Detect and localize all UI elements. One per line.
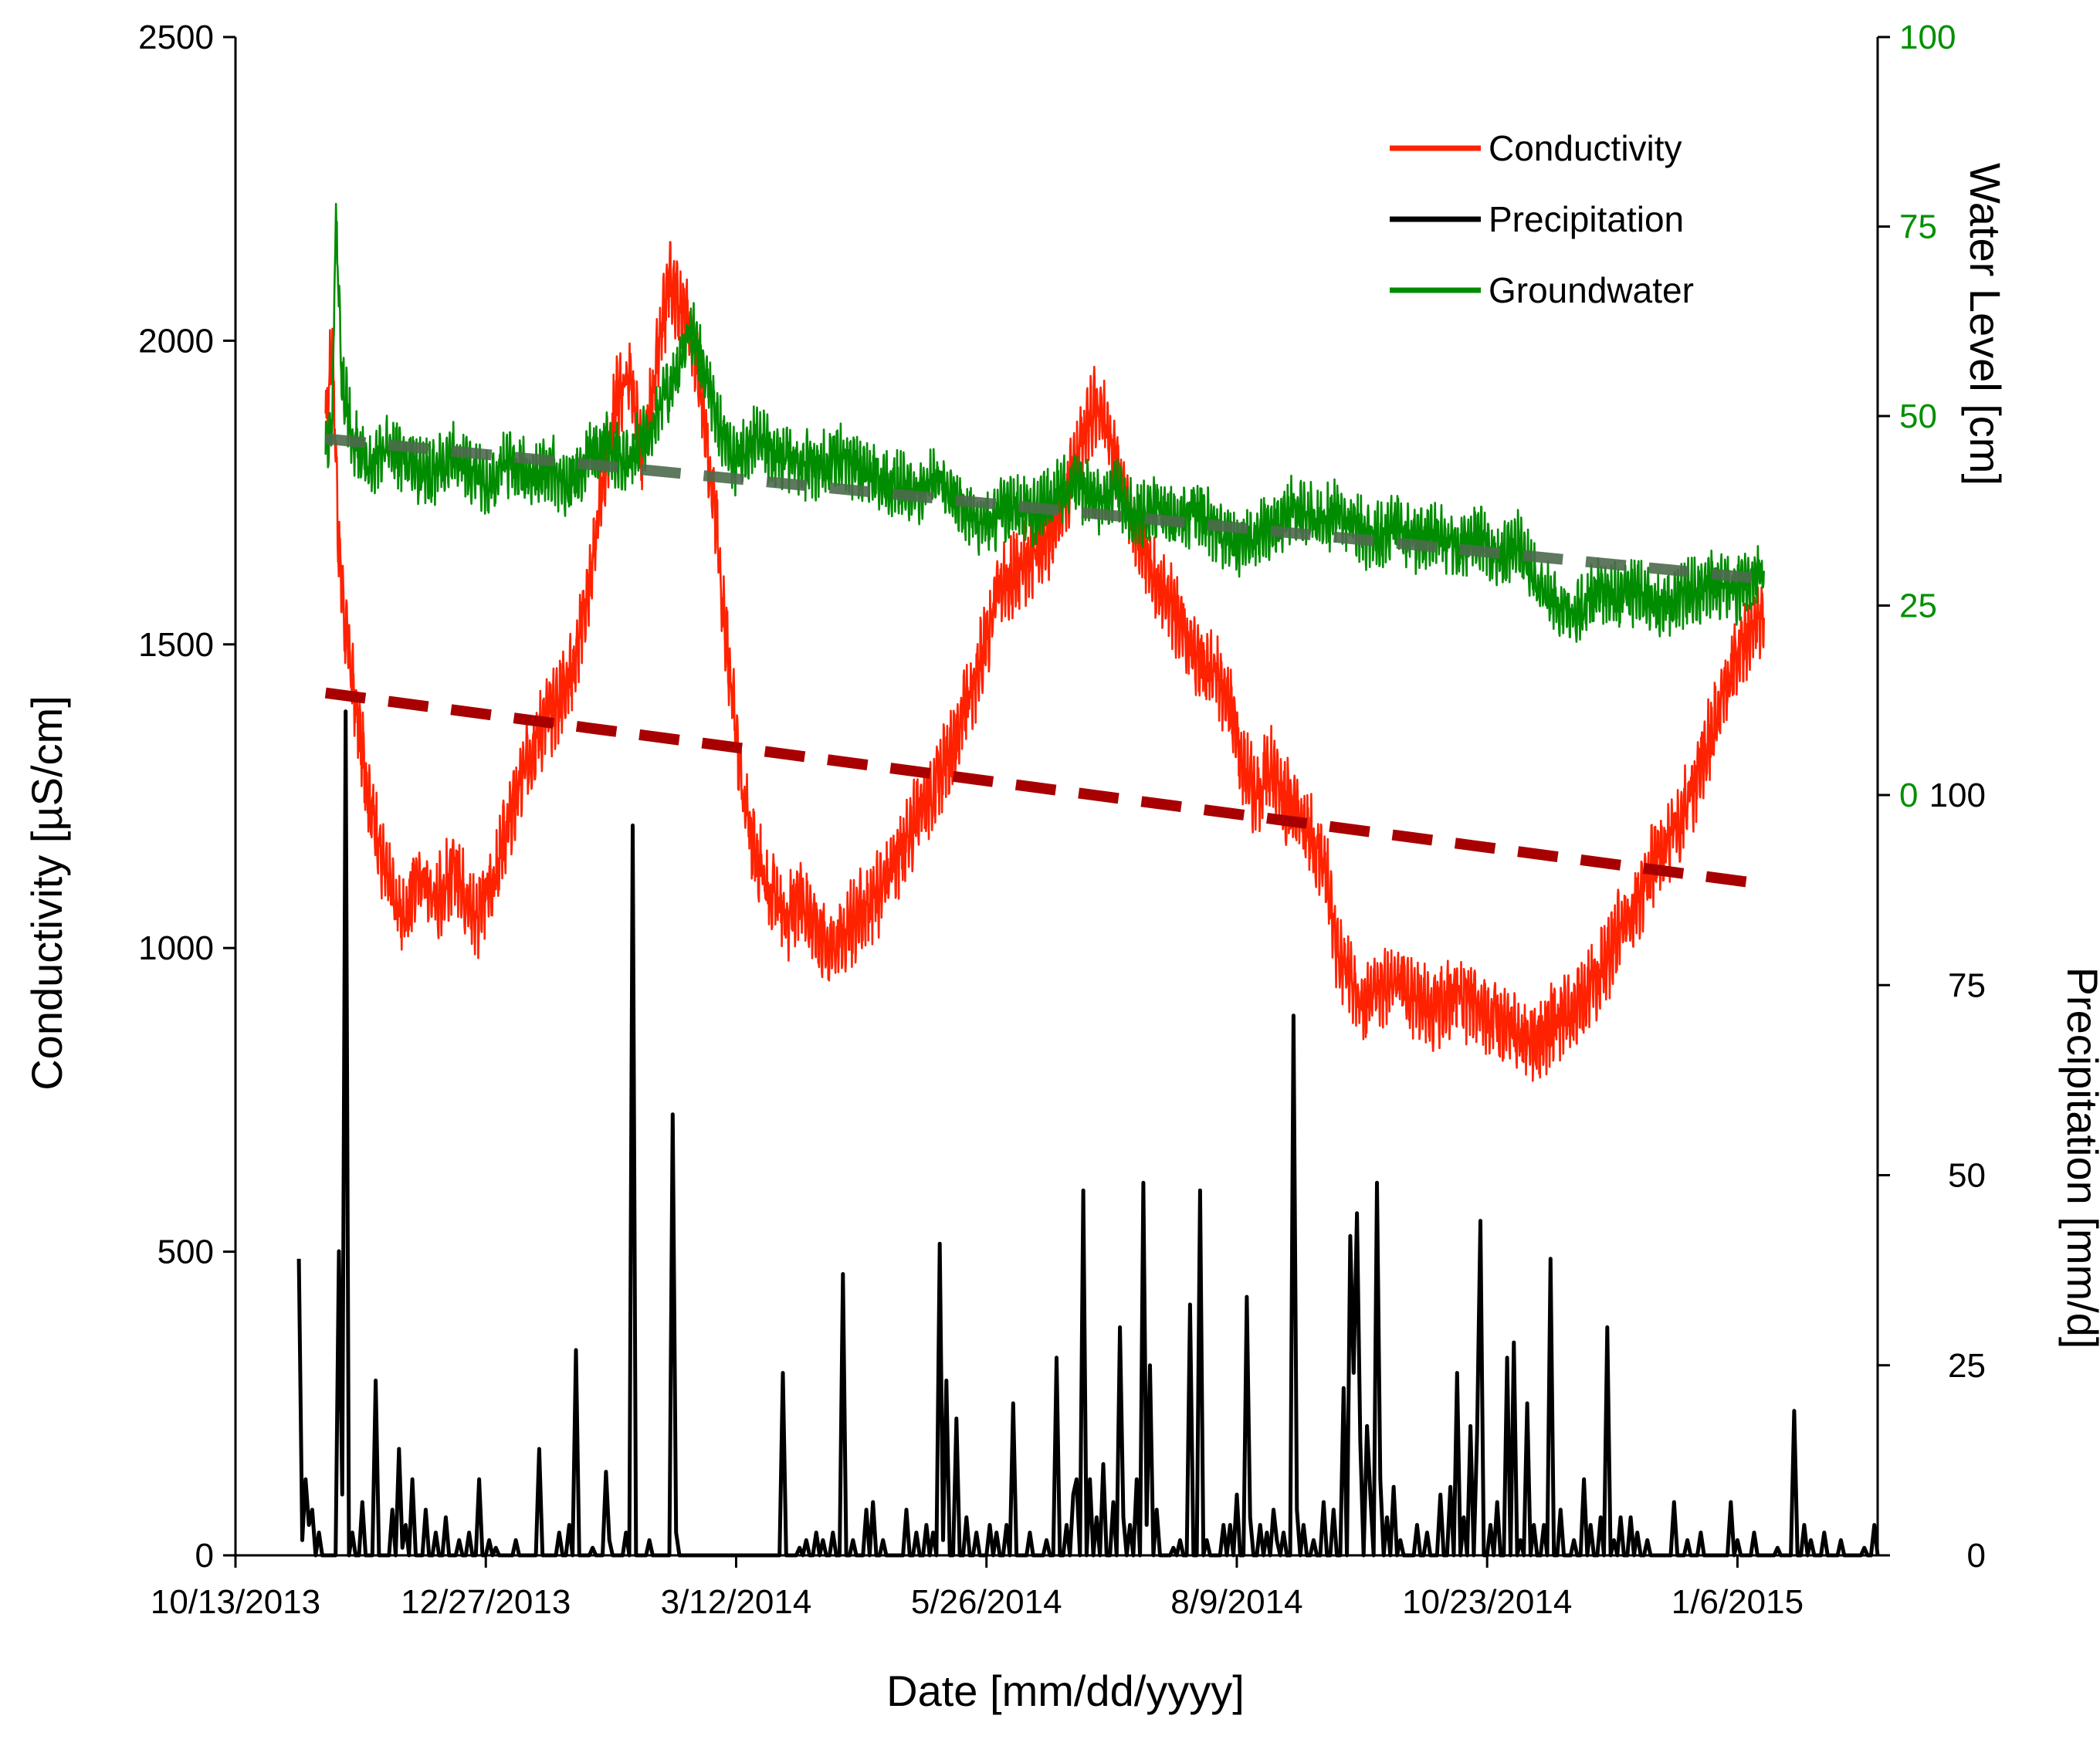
- legend-label-conductivity: Conductivity: [1489, 128, 1682, 168]
- legend-label-precipitation: Precipitation: [1489, 199, 1684, 239]
- chart-background: [0, 0, 2100, 1746]
- precipitation-tick-label: 75: [1948, 966, 1986, 1004]
- water-level-tick-label: 0: [1899, 777, 1918, 814]
- chart: 10/13/2013 12/27/2013 3/12/2014 5/26/2014 8/…: [0, 0, 2100, 1746]
- x-tick-label: 10/13/2013: [151, 1583, 320, 1621]
- right-bottom-y-axis-title: Precipitation [mm/d]: [2058, 967, 2100, 1349]
- x-tick-label: 12/27/2013: [401, 1583, 571, 1621]
- precipitation-tick-label: 0: [1967, 1537, 1986, 1575]
- left-y-axis-title: Conductivity [µS/cm]: [22, 695, 71, 1091]
- left-y-tick-label: 2500: [138, 19, 214, 56]
- left-y-tick-label: 500: [158, 1233, 214, 1271]
- x-axis-title: Date [mm/dd/yyyy]: [886, 1666, 1245, 1715]
- precipitation-tick-label: 100: [1929, 777, 1986, 814]
- right-top-y-axis-title: Water Level [cm]: [1961, 163, 2010, 486]
- left-y-tick-label: 2000: [138, 322, 214, 360]
- left-y-tick-label: 1000: [138, 929, 214, 967]
- x-tick-label: 5/26/2014: [911, 1583, 1062, 1621]
- x-tick-label: 1/6/2015: [1672, 1583, 1804, 1621]
- x-tick-label: 8/9/2014: [1170, 1583, 1302, 1621]
- x-tick-label: 3/12/2014: [661, 1583, 812, 1621]
- water-level-tick-label: 25: [1899, 587, 1937, 625]
- legend-label-groundwater: Groundwater: [1489, 270, 1694, 310]
- water-level-tick-label: 75: [1899, 208, 1937, 246]
- precipitation-tick-label: 50: [1948, 1157, 1986, 1195]
- water-level-tick-label: 50: [1899, 398, 1937, 435]
- x-tick-label: 10/23/2014: [1402, 1583, 1572, 1621]
- water-level-tick-label: 100: [1899, 19, 1956, 56]
- left-y-tick-label: 0: [195, 1537, 214, 1575]
- precipitation-tick-label: 25: [1948, 1347, 1986, 1385]
- left-y-tick-label: 1500: [138, 626, 214, 664]
